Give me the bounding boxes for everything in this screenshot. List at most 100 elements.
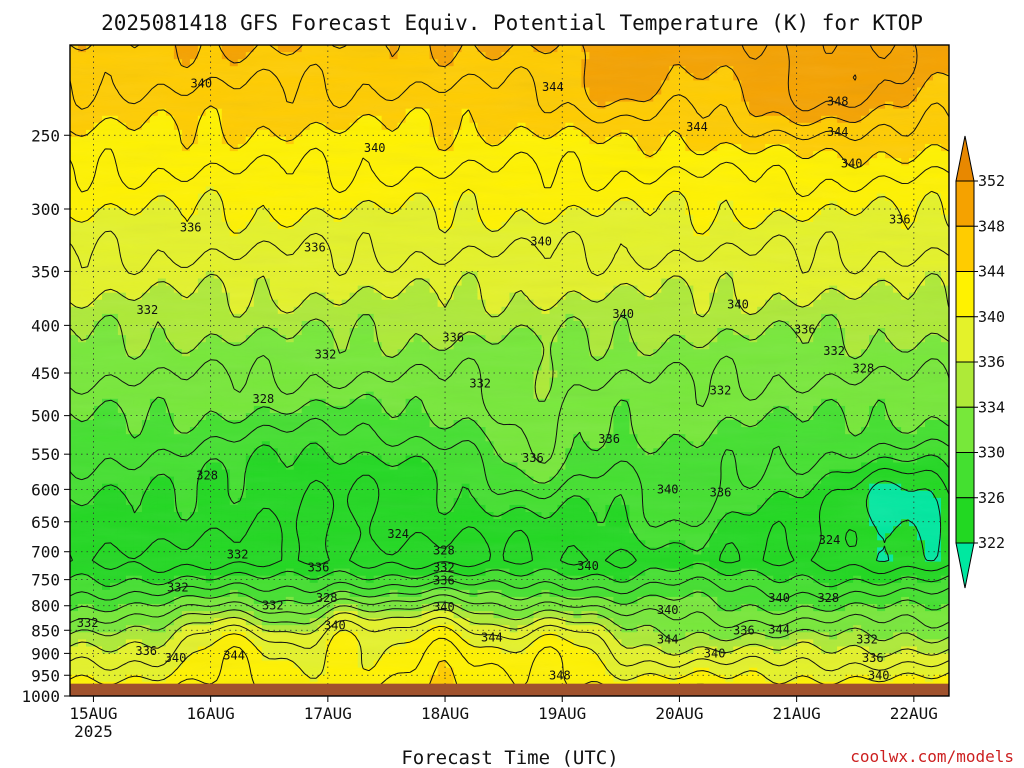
colorbar-bin [955, 497, 975, 544]
y-tick-label: 450 [31, 364, 60, 383]
contour-334 [70, 314, 949, 644]
colorbar-label: 344 [978, 263, 1005, 281]
colorbar-bin [955, 271, 975, 318]
colorbar-bin [955, 452, 975, 499]
field-texture [70, 45, 949, 696]
contour-label: 344 [686, 120, 708, 134]
x-tick-label: 15AUG [69, 704, 117, 723]
contour-label: 344 [768, 622, 790, 636]
y-tick-label: 600 [31, 480, 60, 499]
contour-label: 336 [135, 644, 157, 658]
contour-label: 344 [481, 630, 503, 644]
contour-label: 336 [862, 651, 884, 665]
contour-label: 340 [577, 559, 599, 573]
contour-label: 340 [768, 591, 790, 605]
colorbar-bin [955, 316, 975, 363]
colorbar-label: 340 [978, 308, 1005, 326]
x-tick-label: 21AUG [773, 704, 821, 723]
contour-label: 340 [657, 603, 679, 617]
y-tick-label: 850 [31, 621, 60, 640]
contour-label: 340 [165, 651, 187, 665]
grid-lines [70, 45, 949, 696]
contour-label: 332 [469, 377, 491, 391]
contour-label: 348 [827, 95, 849, 109]
contour-label: 332 [262, 599, 284, 613]
contour-label: 332 [137, 303, 159, 317]
contour-label: 332 [167, 581, 189, 595]
x-tick-year: 2025 [74, 722, 113, 741]
contour-label: 336 [433, 574, 455, 588]
y-tick-label: 500 [31, 407, 60, 426]
contour-label: 340 [364, 141, 386, 155]
contour-348 [70, 45, 949, 127]
contour-label: 336 [598, 432, 620, 446]
colorbar-bin [955, 225, 975, 272]
y-tick-label: 250 [31, 126, 60, 145]
contour-label: 348 [549, 668, 571, 682]
contour-label: 328 [817, 591, 839, 605]
y-tick-label: 300 [31, 200, 60, 219]
contour-336 [70, 272, 949, 658]
contour-324 [70, 467, 949, 575]
contour-label: 336 [180, 221, 202, 235]
chart-title: 2025081418 GFS Forecast Equiv. Potential… [101, 11, 923, 35]
contour-label: 336 [889, 213, 911, 227]
y-tick-label: 400 [31, 316, 60, 335]
contour-344 [70, 105, 949, 696]
contour-label: 340 [324, 619, 346, 633]
contour-label: 336 [794, 322, 816, 336]
colorbar-extend-top [955, 135, 975, 182]
contour-lines [70, 45, 949, 696]
contour-label: 328 [853, 362, 875, 376]
y-axis: 250 300 350 400 450 500 550 600 650 700 750 800 850 9… [21, 126, 70, 706]
y-tick-label: 1000 [21, 687, 60, 706]
contour-332 [70, 354, 949, 629]
credit-text: coolwx.com/models [850, 747, 1014, 766]
contour-322 [865, 480, 942, 562]
x-tick-label: 22AUG [890, 704, 938, 723]
contour-label: 332 [710, 384, 732, 398]
x-tick-label: 18AUG [421, 704, 469, 723]
contour-label: 332 [433, 561, 455, 575]
contour-label: 344 [542, 80, 564, 94]
colorbar-label: 326 [978, 489, 1005, 507]
contour-label: 332 [77, 616, 99, 630]
below-ground-band [70, 683, 949, 696]
y-tick-label: 800 [31, 597, 60, 616]
contour-label: 328 [316, 591, 338, 605]
colorbar-extend-bottom [955, 542, 975, 589]
colorbar-bin [955, 180, 975, 227]
contour-label: 340 [190, 77, 212, 91]
colorbar-bin [955, 406, 975, 453]
plot-frame [69, 44, 950, 697]
contour-label: 340 [530, 234, 552, 248]
x-tick-label: 17AUG [304, 704, 352, 723]
contour-label: 336 [710, 486, 732, 500]
contour-label: 340 [868, 668, 890, 682]
contour-label: 332 [227, 548, 249, 562]
colorbar-bin [955, 361, 975, 408]
colorbar-label: 334 [978, 398, 1005, 416]
contour-346 [70, 63, 949, 142]
contour-label: 340 [841, 156, 863, 170]
y-tick-label: 950 [31, 666, 60, 685]
contour-label: 332 [315, 348, 337, 362]
colorbar-label: 336 [978, 353, 1005, 371]
contour-label: 328 [253, 392, 275, 406]
contour-330 [70, 393, 949, 615]
contour-label: 324 [387, 527, 409, 541]
contour-label: 332 [856, 633, 878, 647]
contour-label: 340 [727, 298, 749, 312]
contour-label: 336 [733, 623, 755, 637]
contour-350 [741, 45, 918, 112]
contour-label: 344 [827, 125, 849, 139]
contour-label: 340 [704, 646, 726, 660]
colorbar-label: 322 [978, 534, 1005, 552]
colorbar: 352 348 344 340 336 334 330 326 322 [955, 135, 1005, 589]
x-axis-label: Forecast Time (UTC) [401, 747, 618, 768]
y-tick-label: 900 [31, 644, 60, 663]
contour-label: 336 [304, 241, 326, 255]
